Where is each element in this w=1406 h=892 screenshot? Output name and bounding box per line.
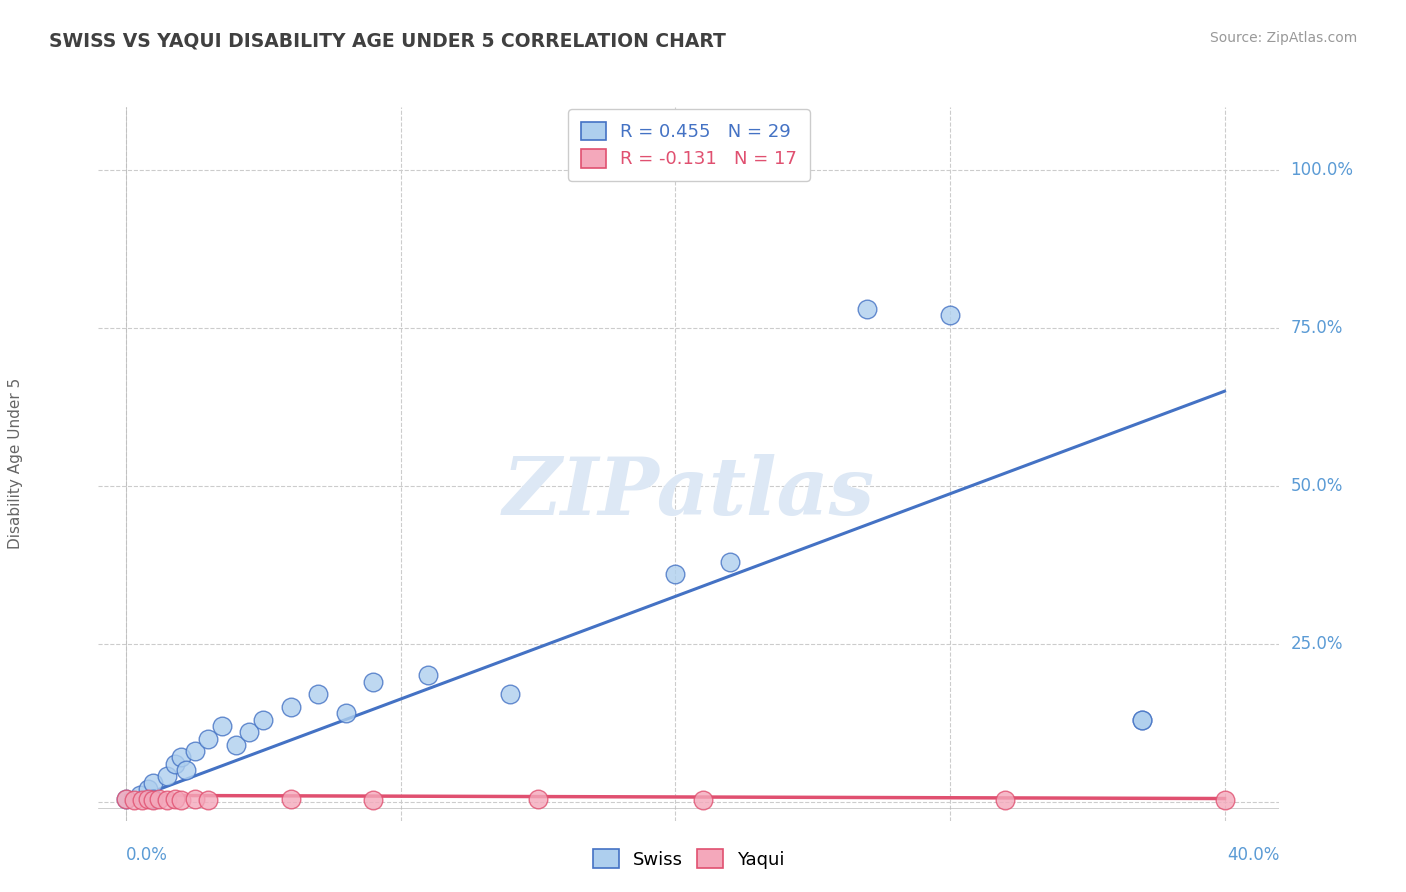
Point: [856, 302, 879, 317]
Point: [1213, 793, 1236, 807]
Text: Disability Age Under 5: Disability Age Under 5: [8, 378, 24, 549]
Point: [170, 793, 193, 807]
Point: [252, 713, 274, 727]
Point: [142, 776, 165, 790]
Point: [183, 791, 205, 805]
Point: [142, 791, 165, 805]
Point: [197, 731, 219, 746]
Point: [1130, 713, 1153, 727]
Text: 100.0%: 100.0%: [1291, 161, 1354, 179]
Point: [148, 791, 170, 805]
Point: [527, 791, 550, 805]
Point: [361, 793, 384, 807]
Point: [156, 769, 179, 783]
Point: [183, 744, 205, 758]
Text: 0.0%: 0.0%: [127, 846, 167, 863]
Point: [718, 163, 741, 178]
Point: [211, 719, 233, 733]
Point: [692, 793, 714, 807]
Point: [142, 793, 165, 807]
Point: [115, 791, 138, 805]
Point: [1130, 713, 1153, 727]
Point: [131, 793, 153, 807]
Point: [136, 791, 159, 805]
Point: [115, 791, 138, 805]
Point: [361, 674, 384, 689]
Point: [307, 687, 329, 701]
Text: 25.0%: 25.0%: [1291, 635, 1343, 653]
Point: [416, 668, 439, 682]
Point: [939, 309, 962, 323]
Point: [718, 555, 741, 569]
Point: [128, 789, 150, 803]
Point: [225, 738, 247, 752]
Point: [280, 700, 302, 714]
Point: [664, 163, 686, 178]
Point: [238, 725, 260, 739]
Point: [165, 756, 187, 771]
Point: [499, 687, 522, 701]
Point: [170, 750, 193, 764]
Point: [664, 567, 686, 582]
Point: [994, 793, 1017, 807]
Point: [335, 706, 357, 721]
Legend: Swiss, Yaqui: Swiss, Yaqui: [582, 838, 796, 880]
Point: [122, 793, 145, 807]
Text: 50.0%: 50.0%: [1291, 477, 1343, 495]
Point: [197, 793, 219, 807]
Point: [280, 791, 302, 805]
Point: [156, 793, 179, 807]
Point: [165, 791, 187, 805]
Point: [136, 782, 159, 797]
Text: 75.0%: 75.0%: [1291, 319, 1343, 337]
Point: [176, 763, 198, 777]
Text: 40.0%: 40.0%: [1227, 846, 1279, 863]
Text: Source: ZipAtlas.com: Source: ZipAtlas.com: [1209, 31, 1357, 45]
Text: SWISS VS YAQUI DISABILITY AGE UNDER 5 CORRELATION CHART: SWISS VS YAQUI DISABILITY AGE UNDER 5 CO…: [49, 31, 725, 50]
Text: ZIPatlas: ZIPatlas: [503, 454, 875, 531]
